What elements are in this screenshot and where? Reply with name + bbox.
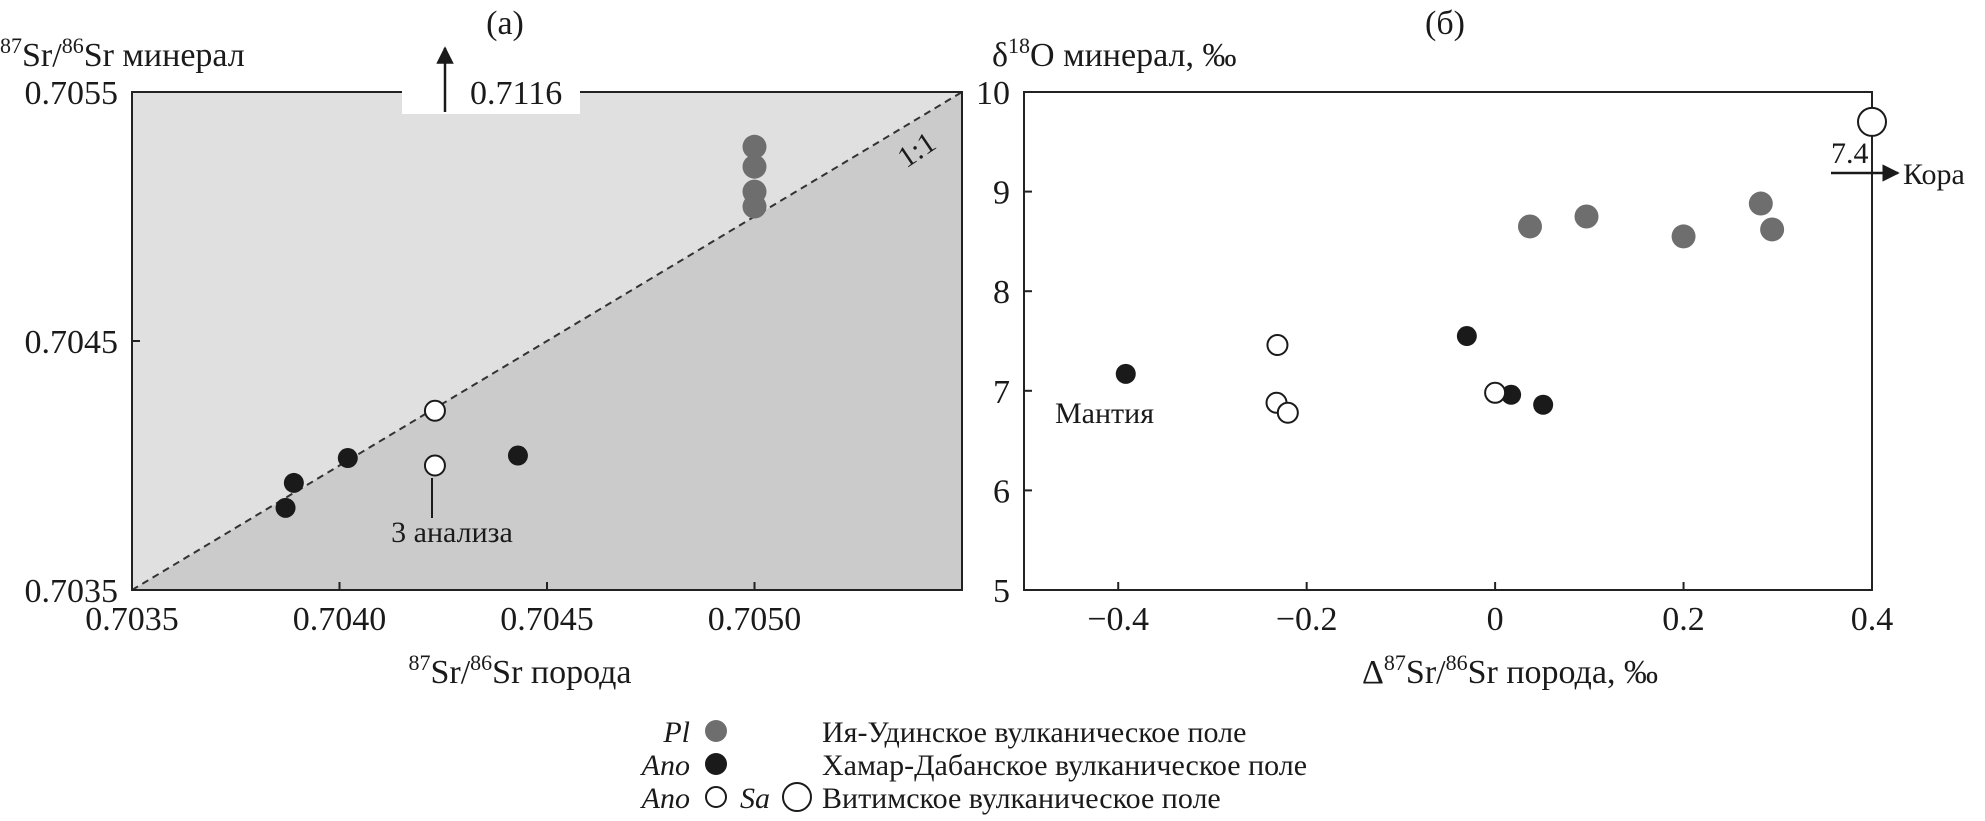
panel-b-point-black-filled <box>1533 394 1554 415</box>
legend-label-iya-uda: Ия-Удинское вулканическое поле <box>822 716 1246 749</box>
panel-b-point-gray-filled <box>1574 204 1599 229</box>
panel-a-point-open-small <box>423 399 446 422</box>
legend-marker-gray-filled <box>705 720 727 742</box>
panel-b-point-gray-filled <box>1760 217 1785 242</box>
panel-b-ytick-label: 8 <box>993 274 1010 311</box>
legend-marker-black-filled <box>705 753 727 775</box>
offscale-value-b: 7.4 <box>1831 137 1869 170</box>
legend-label-khamar-daban: Хамар-Дабанское вулканическое поле <box>822 749 1307 782</box>
panel-b-point-open-small <box>1266 333 1289 356</box>
one-to-one-line <box>131 91 963 591</box>
panel-a-ylabel: 87Sr/86Sr минерал <box>0 33 245 74</box>
panel-a-ytick-label: 0.7035 <box>25 573 119 610</box>
panel-b-xtick-label: 0.2 <box>1662 601 1705 638</box>
panel-a-point-black-filled <box>507 445 528 466</box>
crust-label: Кора <box>1903 158 1965 191</box>
panel-b-xtick-label: −0.2 <box>1276 601 1338 638</box>
panel-b-xtick-label: 0.4 <box>1851 601 1894 638</box>
panel-a-point-gray-filled <box>742 194 767 219</box>
panel-b-ylabel: δ18O минерал, ‰ <box>992 33 1236 74</box>
panel-b-tag: (б) <box>1425 5 1465 42</box>
panel-a-point-black-filled <box>337 448 358 469</box>
panel-a-tag: (а) <box>486 5 524 42</box>
panel-b-ticks: −0.4 −0.2 0 0.2 0.4 5 6 7 8 9 10 <box>976 75 1893 638</box>
legend-label-vitim: Витимское вулканическое поле <box>822 782 1221 815</box>
three-analyses-label: 3 анализа <box>391 516 513 549</box>
panel-b-point-open-small <box>1484 381 1507 404</box>
panel-b-point-black-filled <box>1115 363 1136 384</box>
panel-a-xtick-label: 0.7050 <box>708 601 802 638</box>
panel-b-ytick-label: 7 <box>993 374 1010 411</box>
panel-b-point-gray-filled <box>1517 214 1542 239</box>
panel-a-chart: 0.7035 0.7040 0.7045 0.7050 0.7035 0.7045 0.70… <box>0 5 963 691</box>
panel-b-point-gray-filled <box>1748 191 1773 216</box>
panel-a-xlabel: 87Sr/86Sr порода <box>408 650 631 691</box>
offscale-label-box <box>402 76 580 114</box>
panel-b-point-open-small <box>1276 401 1299 424</box>
panel-b-ytick-label: 10 <box>976 75 1010 112</box>
panel-a-point-open-small <box>423 454 446 477</box>
panel-a-ticks: 0.7035 0.7040 0.7045 0.7050 0.7035 0.7045 0.70… <box>25 75 802 638</box>
panel-b-ytick-label: 9 <box>993 175 1010 212</box>
panel-b-point-gray-filled <box>1671 224 1696 249</box>
panel-b-point-black-filled <box>1456 326 1477 347</box>
legend-abbr-ano-1: Ano <box>640 749 690 782</box>
legend: Pl Ия-Удинское вулканическое поле Ano Ха… <box>640 716 1307 815</box>
panel-a-points <box>275 77 767 518</box>
panel-a-ytick-label: 0.7055 <box>25 75 119 112</box>
panel-a-xtick-label: 0.7035 <box>85 601 179 638</box>
offscale-value-a: 0.7116 <box>470 75 562 112</box>
panel-a-point-gray-filled <box>742 154 767 179</box>
mantle-label: Мантия <box>1055 397 1154 430</box>
panel-b-point-black-filled <box>1501 384 1522 405</box>
legend-abbr-sa: Sa <box>740 782 770 815</box>
legend-marker-open-small <box>705 786 727 808</box>
panel-a-point-gray-filled <box>742 134 767 159</box>
panel-b-chart: −0.4 −0.2 0 0.2 0.4 5 6 7 8 9 10 (б) δ18O минерал,… <box>976 5 1965 691</box>
panel-b-xtick-label: 0 <box>1487 601 1504 638</box>
panel-b-xlabel: Δ87Sr/86Sr порода, ‰ <box>1362 650 1658 691</box>
panel-a-point-black-filled <box>275 497 296 518</box>
panel-b-xtick-label: −0.4 <box>1087 601 1149 638</box>
panel-b-points <box>1115 106 1887 424</box>
panel-a-point-black-filled <box>283 472 304 493</box>
legend-abbr-pl: Pl <box>662 716 690 749</box>
panel-a-xtick-label: 0.7040 <box>293 601 387 638</box>
panel-b-ytick-label: 5 <box>993 573 1010 610</box>
panel-a-ytick-label: 0.7045 <box>25 324 119 361</box>
panel-b-plot-frame <box>1023 91 1873 591</box>
panel-b-ytick-label: 6 <box>993 473 1010 510</box>
panel-a-xtick-label: 0.7045 <box>500 601 594 638</box>
legend-marker-open-large <box>782 782 812 812</box>
legend-abbr-ano-2: Ano <box>640 782 690 815</box>
panel-b-point-open-large <box>1857 106 1887 137</box>
